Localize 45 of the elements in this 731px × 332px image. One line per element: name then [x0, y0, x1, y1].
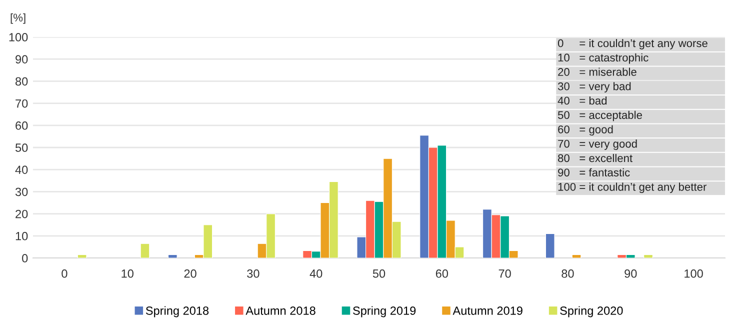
legend-label: Spring 2019	[353, 306, 416, 318]
y-tick-label: 80	[16, 77, 28, 86]
bar	[644, 254, 653, 258]
y-axis-title: [%]	[10, 13, 26, 24]
annotation: 90 = fantastic	[558, 168, 630, 176]
annotation: 100 = it couldn’t get any better	[558, 182, 707, 194]
y-tick-label: 10	[16, 232, 28, 240]
x-tick-label: 10	[122, 269, 134, 278]
y-tick-label: 50	[15, 144, 28, 152]
annotation: 40 = bad	[558, 96, 607, 105]
legend-label: Autumn 2018	[246, 306, 316, 315]
x-tick-label: 30	[247, 269, 260, 278]
annotation: 70 = very good	[558, 140, 637, 150]
x-tick-label: 50	[372, 269, 386, 278]
x-tick-label: 20	[184, 269, 196, 278]
legend-label: Spring 2018	[146, 306, 209, 318]
annotation: 50 = acceptable	[558, 110, 642, 122]
legend-label: Spring 2020	[560, 306, 623, 318]
y-tick-label: 70	[16, 99, 28, 108]
x-tick-label: 60	[436, 269, 448, 278]
legend-label: Autumn 2019	[452, 306, 522, 315]
annotation: 30 = very bad	[558, 82, 631, 92]
bar	[545, 233, 555, 258]
x-tick-label: 100	[684, 269, 703, 278]
bar	[572, 254, 582, 258]
y-tick-label: 60	[16, 121, 28, 130]
x-tick-label: 90	[624, 269, 637, 278]
annotation: 20 = miserable	[558, 68, 636, 76]
x-tick-label: 0	[62, 269, 68, 278]
bar	[168, 254, 178, 258]
x-tick-label: 80	[562, 269, 574, 278]
annotation: 60 = good	[558, 125, 613, 136]
y-tick-label: 90	[16, 55, 28, 64]
x-tick-label: 40	[310, 269, 322, 278]
y-tick-label: 30	[15, 188, 28, 196]
y-tick-label: 0	[22, 254, 28, 262]
y-tick-label: 20	[16, 210, 28, 218]
bar	[140, 243, 150, 258]
bar	[77, 254, 87, 258]
x-tick-label: 70	[498, 269, 511, 278]
y-tick-label: 100	[9, 33, 28, 42]
annotation: 10 = catastrophic	[558, 53, 648, 64]
y-tick-label: 40	[15, 166, 28, 174]
annotation: 0 = it couldn’t get any worse	[558, 39, 708, 50]
annotation: 80 = excellent	[558, 154, 633, 162]
